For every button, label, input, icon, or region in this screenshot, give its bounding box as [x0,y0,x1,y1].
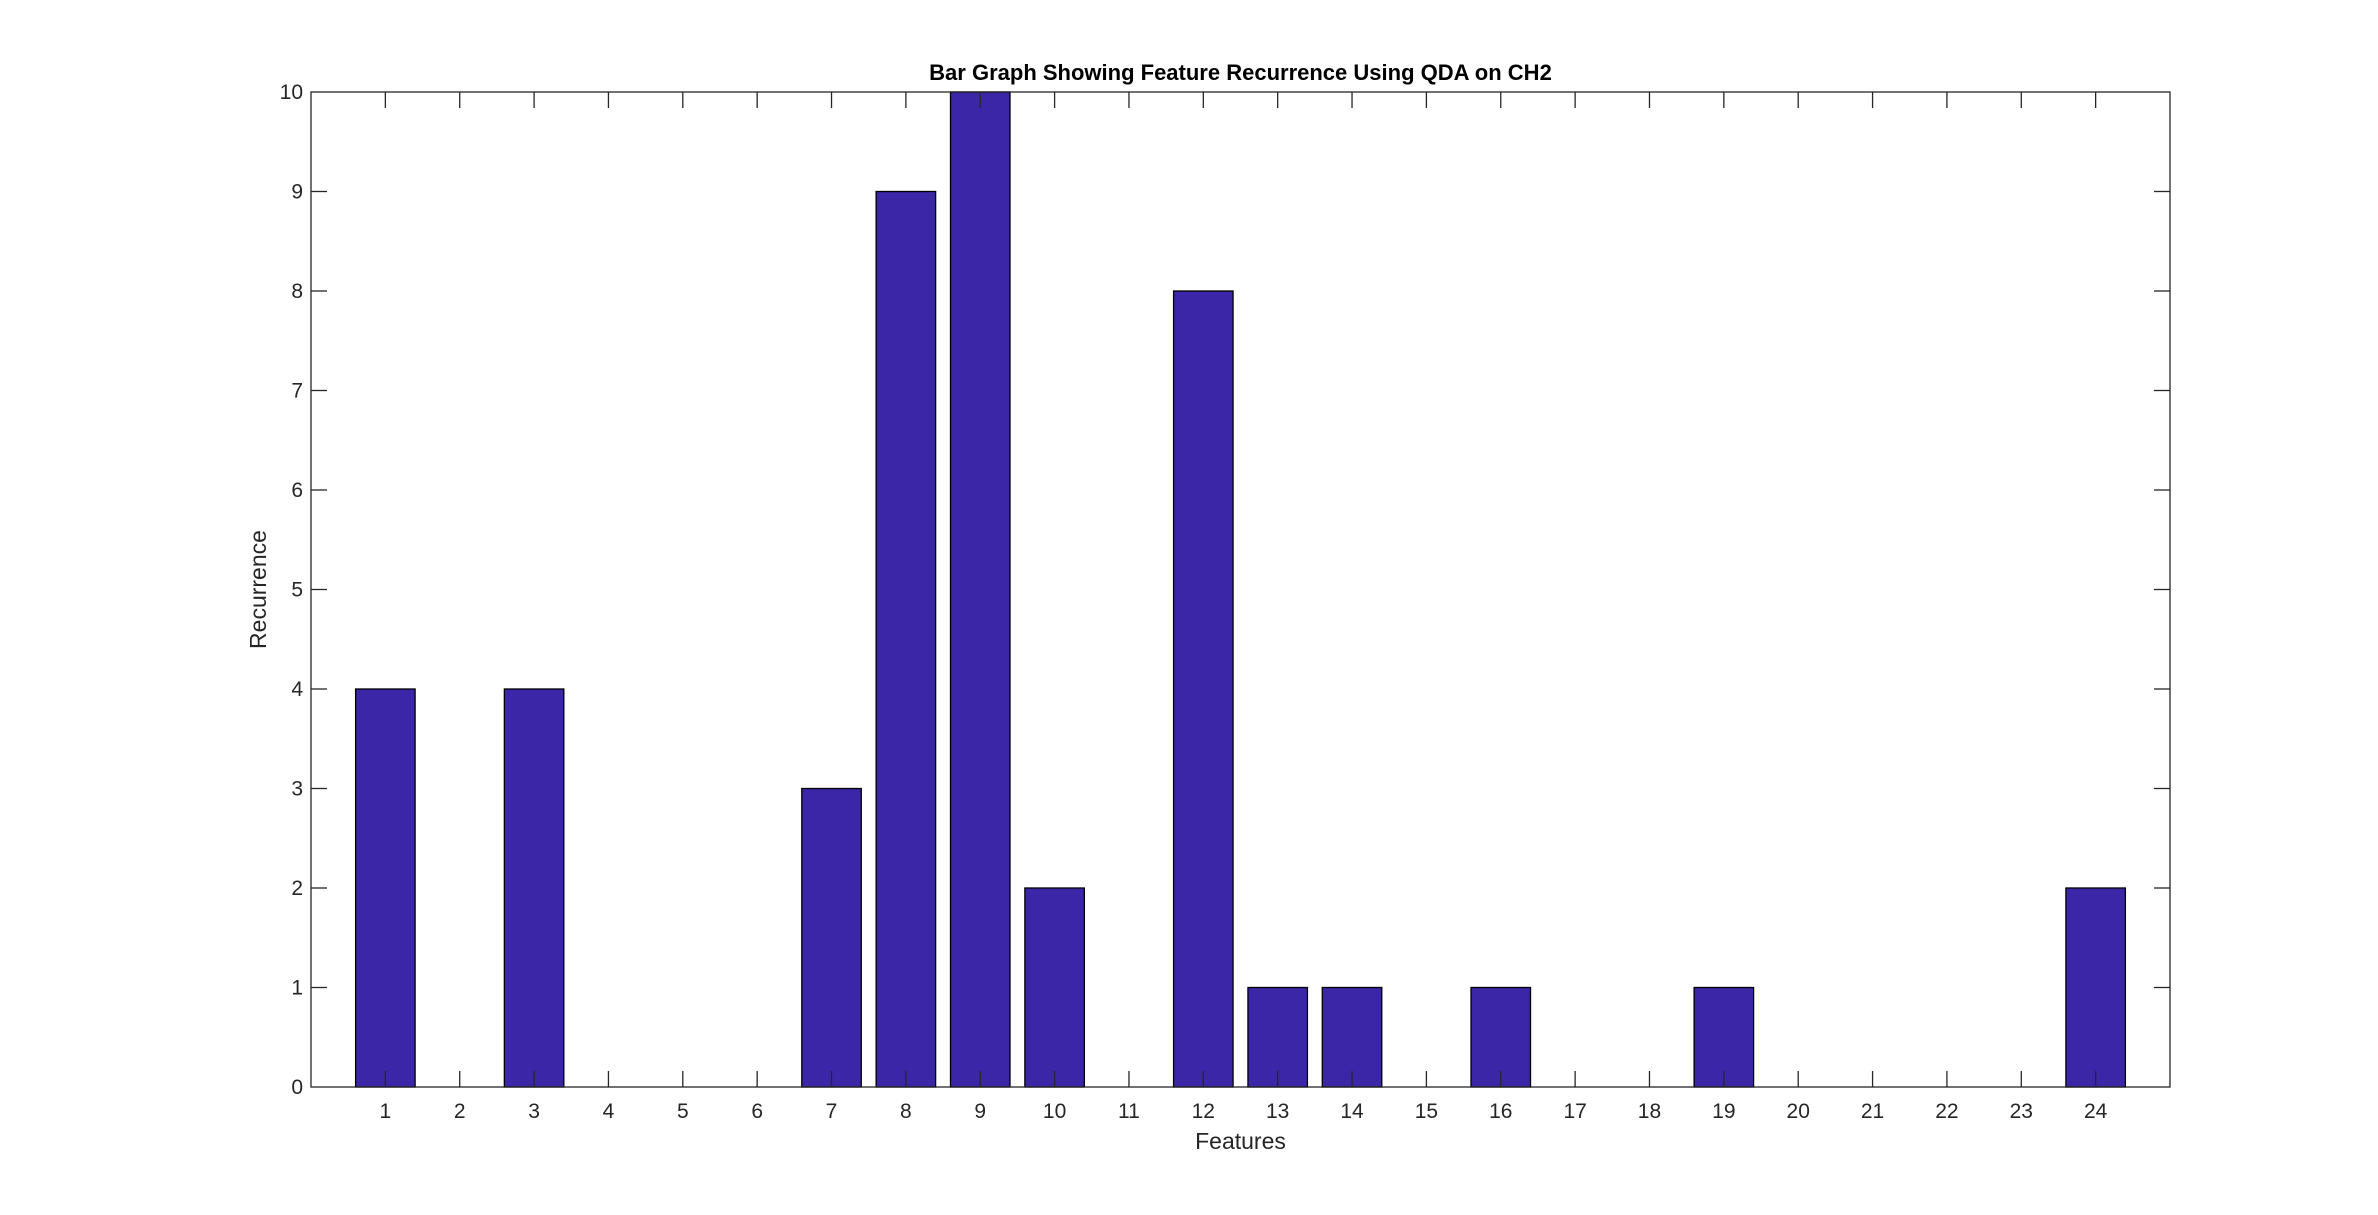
bar-feature-7 [801,787,862,1088]
ticks-layer [311,92,2170,1087]
bar-feature-12 [1172,290,1234,1088]
y-tick-label: 6 [291,479,303,502]
x-tick-label: 2 [454,1100,466,1123]
x-tick-label: 19 [1712,1100,1735,1123]
bar-feature-9 [949,91,1011,1088]
bars-layer [354,91,2127,1088]
bar-feature-16 [1470,986,1532,1088]
y-tick-label: 3 [291,778,303,801]
bar-feature-13 [1247,986,1309,1088]
chart-title: Bar Graph Showing Feature Recurrence Usi… [929,60,1552,85]
y-tick-label: 7 [291,380,303,403]
x-tick-label: 13 [1266,1100,1289,1123]
bar-feature-1 [354,688,416,1088]
y-tick-label: 2 [291,877,303,900]
y-tick-label: 8 [291,280,303,303]
tick-labels-layer: 1 2 3 4 5 6 7 8 9 10 11 12 13 14 15 16 17 18 19 20 21 22 23 240… [280,81,2108,1123]
x-tick-label: 5 [677,1100,689,1123]
x-tick-label: 1 [380,1100,392,1123]
x-tick-label: 21 [1861,1100,1884,1123]
y-tick-label: 10 [280,81,303,104]
x-tick-label: 16 [1489,1100,1512,1123]
x-tick-label: 11 [1118,1100,1140,1123]
x-tick-label: 15 [1415,1100,1438,1123]
x-tick-label: 4 [603,1100,615,1123]
y-tick-label: 4 [291,678,303,701]
bar-feature-24 [2065,887,2127,1088]
x-tick-label: 20 [1787,1100,1810,1123]
x-tick-label: 24 [2084,1100,2108,1123]
x-tick-label: 6 [751,1100,763,1123]
x-tick-label: 12 [1192,1100,1215,1123]
bar-feature-10 [1024,887,1085,1088]
bar-feature-14 [1321,986,1383,1088]
x-tick-label: 10 [1043,1100,1066,1123]
x-tick-label: 22 [1935,1100,1958,1123]
x-tick-label: 18 [1638,1100,1661,1123]
x-tick-label: 23 [2010,1100,2033,1123]
x-tick-label: 7 [826,1100,838,1123]
y-tick-label: 1 [291,977,303,1000]
y-tick-label: 5 [291,579,303,602]
y-axis-label: Recurrence [245,530,271,649]
x-tick-label: 8 [900,1100,912,1123]
bar-feature-8 [875,190,937,1088]
x-tick-label: 3 [528,1100,540,1123]
bar-feature-3 [503,688,565,1088]
x-tick-label: 17 [1563,1100,1586,1123]
x-tick-label: 9 [974,1100,986,1123]
y-tick-label: 0 [291,1076,303,1099]
y-tick-label: 9 [291,181,303,204]
x-axis-label: Features [1195,1128,1286,1154]
x-tick-label: 14 [1340,1100,1364,1123]
